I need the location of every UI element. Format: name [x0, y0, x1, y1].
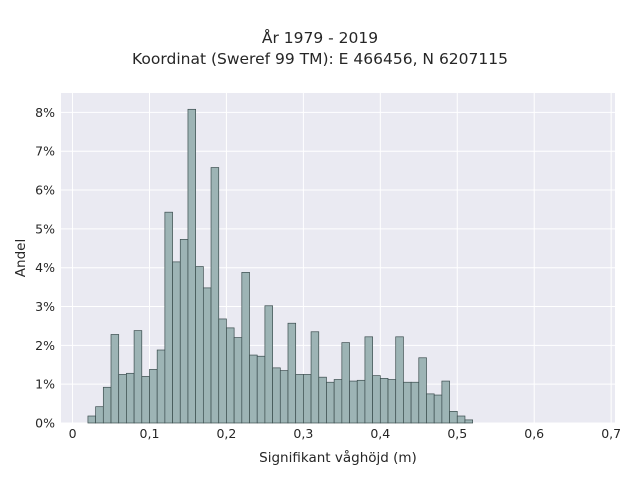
histogram-bar	[233, 337, 243, 424]
histogram-bar	[310, 331, 320, 424]
histogram-bar	[156, 349, 166, 424]
x-tick-label: 0,5	[447, 426, 467, 441]
histogram-bar	[102, 386, 112, 424]
histogram-bar	[241, 272, 250, 424]
histogram-bar	[195, 266, 204, 424]
histogram-bar	[179, 239, 189, 424]
histogram-bar	[441, 380, 450, 424]
histogram-bar	[218, 318, 227, 424]
histogram-bar	[372, 375, 381, 424]
y-tick-label: 4%	[35, 260, 55, 275]
y-tick-label: 7%	[35, 144, 55, 159]
histogram-bar	[318, 376, 327, 424]
histogram-bar	[210, 167, 220, 424]
histogram-bar	[379, 378, 389, 424]
x-tick-label: 0	[69, 426, 77, 441]
histogram-bar	[149, 369, 158, 424]
histogram-bar	[418, 357, 427, 424]
y-axis-ticks: 0% 1% 2% 3% 4% 5% 6% 7% 8%	[35, 105, 55, 431]
histogram-bar	[202, 287, 212, 424]
histogram-bar	[164, 211, 173, 424]
histogram-bar	[449, 411, 458, 424]
histogram-bar	[426, 393, 435, 424]
x-tick-label: 0,2	[216, 426, 236, 441]
y-tick-label: 8%	[35, 105, 55, 120]
histogram-bar	[464, 419, 474, 424]
histogram-bar	[126, 372, 135, 424]
histogram-bar	[141, 376, 150, 424]
histogram-bar	[295, 374, 304, 424]
x-tick-label: 0,4	[370, 426, 390, 441]
x-tick-label: 0,1	[140, 426, 160, 441]
histogram-bar	[95, 406, 104, 424]
histogram-bar	[341, 342, 350, 424]
histogram-bar	[264, 305, 273, 424]
x-tick-label: 0,3	[293, 426, 313, 441]
histogram-bar	[410, 381, 420, 424]
x-axis-ticks: 0 0,1 0,2 0,3 0,4 0,5 0,6 0,7	[69, 426, 622, 441]
histogram-bar	[303, 374, 312, 424]
histogram-bar	[110, 334, 120, 424]
chart-title: År 1979 - 2019	[261, 29, 379, 47]
histogram-bar	[287, 322, 297, 424]
histogram-bar	[249, 354, 258, 424]
histogram-bar	[256, 355, 266, 424]
y-tick-label: 3%	[35, 299, 55, 314]
chart-subtitle: Koordinat (Sweref 99 TM): E 466456, N 62…	[132, 50, 508, 68]
y-tick-label: 0%	[35, 416, 55, 431]
histogram-bar	[87, 415, 96, 424]
x-tick-label: 0,7	[601, 426, 621, 441]
histogram-bar	[356, 379, 366, 424]
histogram-bar	[456, 415, 466, 424]
histogram-bar	[364, 336, 373, 424]
y-tick-label: 1%	[35, 377, 55, 392]
histogram-bar	[403, 381, 412, 424]
histogram-bar	[349, 380, 358, 424]
histogram-bar	[118, 374, 127, 424]
histogram-bar	[326, 381, 335, 424]
histogram-bar	[133, 330, 143, 424]
histogram-bar	[395, 336, 404, 424]
histogram-bar	[433, 394, 443, 424]
histogram-bar	[172, 261, 181, 424]
histogram-bar	[387, 379, 397, 424]
histogram-bar	[333, 379, 343, 424]
histogram-bar	[272, 367, 281, 424]
plot-area	[61, 93, 615, 423]
bars-group	[87, 108, 474, 424]
y-tick-label: 2%	[35, 338, 55, 353]
x-tick-label: 0,6	[524, 426, 544, 441]
histogram-bar	[187, 108, 197, 424]
x-axis-label: Signifikant våghöjd (m)	[259, 449, 417, 466]
histogram-bar	[226, 327, 235, 424]
y-tick-label: 6%	[35, 183, 55, 198]
y-axis-label: Andel	[13, 239, 29, 277]
y-tick-label: 5%	[35, 221, 55, 236]
histogram-bar	[279, 370, 289, 424]
